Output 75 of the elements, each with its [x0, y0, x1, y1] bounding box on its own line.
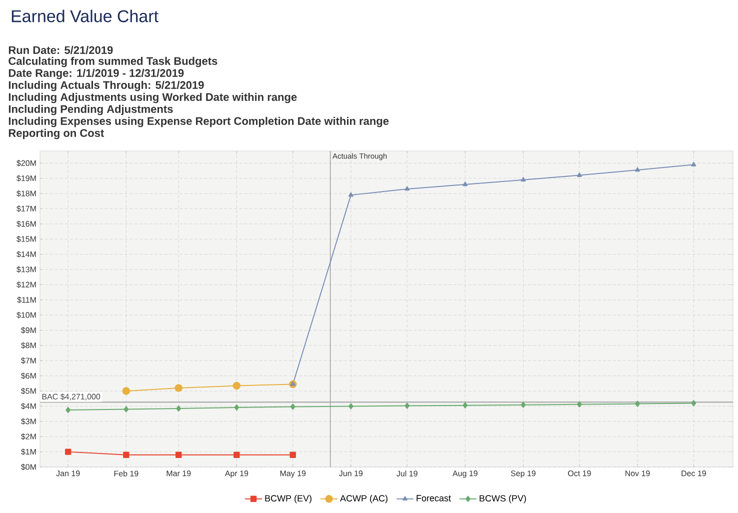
legend-label: BCWP (EV) [265, 494, 312, 504]
y-tick-label: $19M [16, 175, 36, 182]
point [174, 384, 182, 392]
y-tick-label: $6M [21, 372, 36, 380]
text: Including Expenses using Expense Report Completion Date within range [8, 116, 389, 128]
text: Calculating from summed Task Budgets [8, 56, 218, 68]
text: Including Pending Adjustments [8, 104, 173, 116]
point [176, 405, 182, 412]
text: Date Range: 1/1/2019 - 12/31/2019 [8, 68, 184, 80]
point [576, 401, 582, 408]
point [635, 167, 640, 172]
y-tick-label: $11M [17, 296, 36, 304]
point [65, 448, 72, 455]
y-tick-label: $16M [16, 220, 36, 228]
point [462, 402, 468, 408]
x-tick-label: Apr 19 [224, 470, 248, 478]
ref-line-label: BAC $4,271,000 [42, 393, 100, 400]
y-tick-label: $14M [16, 251, 36, 258]
text: Run Date: 5/21/2019 [8, 46, 113, 54]
point [348, 192, 354, 197]
y-tick-label: $18M [16, 190, 36, 197]
y-tick-label: $1M [21, 448, 36, 456]
y-tick-label: $9M [21, 327, 36, 334]
y-tick-label: $10M [16, 312, 36, 318]
chart-title: Earned Value Chart [12, 10, 158, 22]
y-tick-label: $15M [16, 236, 36, 242]
y-tick-label: $5M [21, 388, 36, 394]
legend-label: ACWP (AC) [340, 494, 388, 504]
point [66, 406, 71, 414]
point [290, 381, 296, 386]
point [462, 182, 468, 186]
point [635, 400, 640, 407]
point [520, 402, 526, 408]
point [122, 387, 130, 395]
x-tick-label: Feb 19 [114, 470, 138, 476]
point [124, 406, 129, 412]
text: Including Adjustments using Worked Date within range [8, 92, 297, 104]
x-tick-label: Mar 19 [166, 470, 191, 476]
y-tick-label: $13M [16, 266, 36, 273]
x-tick-label: Jul 19 [396, 470, 418, 476]
point [234, 452, 240, 458]
x-tick-label: Jun 19 [339, 470, 363, 476]
y-tick-label: $17M [16, 205, 36, 212]
legend-label: Forecast [416, 495, 451, 502]
y-tick-label: $7M [21, 357, 36, 364]
point [290, 452, 296, 458]
y-tick-label: $3M [21, 418, 36, 425]
point [520, 177, 526, 182]
x-tick-label: Oct 19 [568, 470, 591, 476]
legend-label: BCWS (PV) [480, 494, 526, 504]
point [234, 404, 240, 411]
y-tick-label: $8M [21, 342, 36, 349]
x-tick-label: Jan 19 [56, 470, 80, 476]
y-tick-label: $20M [16, 160, 36, 166]
x-tick-label: Sep 19 [510, 470, 536, 478]
point [123, 452, 130, 458]
x-tick-label: Nov 19 [625, 470, 650, 476]
text: Including Actuals Through: 5/21/2019 [8, 80, 204, 92]
y-tick-label: $12M [16, 281, 36, 288]
point [576, 172, 582, 177]
point [404, 186, 410, 191]
point [176, 452, 182, 458]
y-tick-label: $4M [21, 403, 36, 410]
point [691, 400, 696, 406]
x-tick-label: Dec 19 [682, 470, 706, 476]
point [404, 402, 410, 409]
point [691, 162, 696, 166]
x-tick-label: Aug 19 [452, 470, 478, 478]
point [348, 403, 354, 410]
x-tick-label: May 19 [280, 470, 306, 478]
point [290, 404, 296, 410]
text: Reporting on Cost [8, 128, 104, 140]
y-tick-label: $2M [21, 433, 36, 440]
y-tick-label: $0M [21, 464, 36, 470]
point [232, 382, 241, 390]
